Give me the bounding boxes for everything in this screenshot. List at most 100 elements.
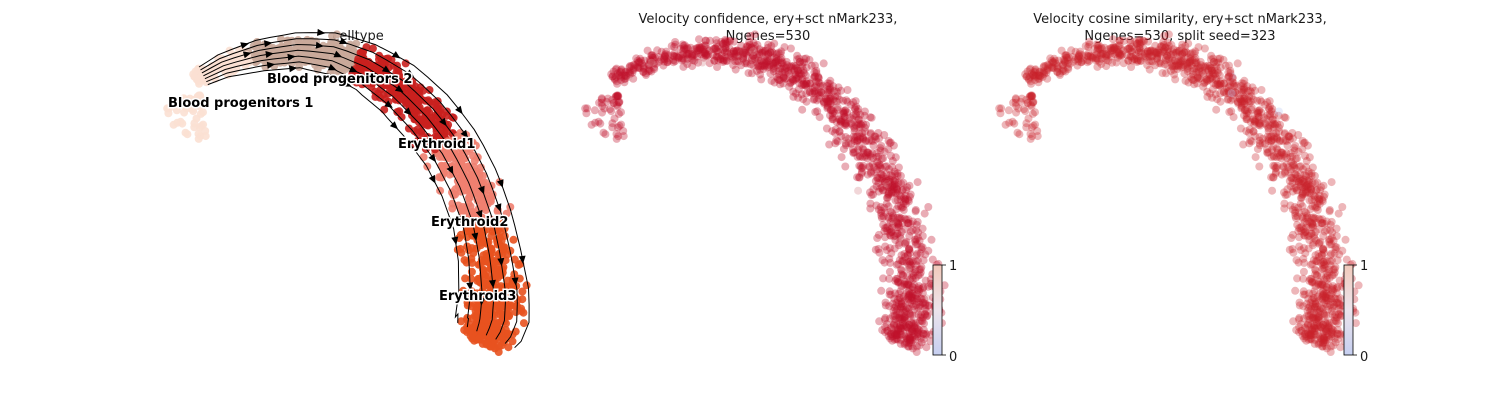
data-point xyxy=(503,250,512,259)
data-point xyxy=(849,145,857,154)
data-point xyxy=(1160,60,1169,69)
data-point xyxy=(1242,106,1251,115)
data-point xyxy=(1268,105,1277,113)
streamline-arrow xyxy=(315,41,324,49)
data-point xyxy=(633,56,642,65)
data-point xyxy=(842,141,850,150)
data-point xyxy=(670,42,679,51)
data-point xyxy=(509,235,518,244)
data-point xyxy=(189,70,198,79)
data-point xyxy=(647,58,656,67)
data-point xyxy=(1001,120,1010,129)
data-point xyxy=(737,61,745,70)
data-point xyxy=(911,240,920,249)
data-point xyxy=(920,209,929,218)
data-point xyxy=(464,320,473,329)
data-point xyxy=(911,273,920,282)
data-point xyxy=(1204,66,1213,75)
data-point xyxy=(642,71,650,79)
data-point xyxy=(1307,334,1316,343)
data-point xyxy=(889,306,898,315)
data-point xyxy=(813,89,822,98)
data-point xyxy=(795,79,804,88)
data-point xyxy=(1317,272,1326,281)
data-point xyxy=(878,177,887,185)
data-point xyxy=(470,163,479,172)
data-point xyxy=(1233,59,1242,68)
streamline-arrow xyxy=(287,53,296,61)
data-point xyxy=(856,162,865,171)
data-point xyxy=(197,97,206,106)
data-point xyxy=(1059,66,1068,75)
data-point xyxy=(854,186,863,195)
data-point xyxy=(437,142,446,151)
data-point xyxy=(739,50,748,59)
data-point xyxy=(164,109,173,118)
data-point xyxy=(770,78,779,87)
data-point xyxy=(837,153,846,162)
data-point xyxy=(1319,258,1328,266)
streamline-arrow xyxy=(444,141,453,151)
data-point xyxy=(908,296,917,305)
data-point xyxy=(880,227,889,236)
data-point xyxy=(607,107,616,116)
data-point xyxy=(1294,227,1303,236)
data-point xyxy=(645,66,654,75)
data-point xyxy=(1219,87,1228,96)
data-point xyxy=(1200,44,1209,53)
data-point xyxy=(771,58,780,66)
data-point xyxy=(436,105,445,113)
data-point xyxy=(884,214,893,223)
data-point xyxy=(1318,333,1327,342)
data-point xyxy=(900,279,909,288)
data-point xyxy=(905,328,914,337)
data-point xyxy=(377,79,386,88)
data-point xyxy=(1272,163,1281,172)
data-point xyxy=(1288,161,1297,170)
data-point xyxy=(878,256,887,265)
streamline-arrow xyxy=(391,51,401,59)
scatter-points xyxy=(995,30,1363,356)
data-point xyxy=(508,337,517,346)
streamline-arrow xyxy=(428,153,437,163)
streamline-arrow xyxy=(403,107,412,116)
data-point xyxy=(811,61,819,70)
data-point xyxy=(1171,75,1180,84)
data-point xyxy=(862,136,871,145)
data-point xyxy=(873,174,882,182)
data-point xyxy=(877,154,886,163)
data-point xyxy=(1334,209,1343,218)
data-point xyxy=(384,79,393,88)
data-point xyxy=(485,272,494,281)
data-point xyxy=(898,256,907,265)
data-point xyxy=(494,342,503,351)
data-point xyxy=(858,163,867,172)
data-point xyxy=(1302,163,1311,172)
data-point xyxy=(731,57,739,66)
streamline-arrow xyxy=(240,42,249,49)
data-point xyxy=(880,315,889,324)
data-point xyxy=(598,108,607,117)
data-point xyxy=(678,56,686,65)
streamline xyxy=(206,61,472,328)
cluster-label-blood-progenitors-2: Blood progenitors 2 xyxy=(267,72,412,87)
data-point xyxy=(1021,70,1030,79)
data-point xyxy=(462,147,471,156)
data-point xyxy=(839,96,848,105)
data-point xyxy=(921,250,930,259)
streamline-arrow xyxy=(446,165,454,175)
data-point xyxy=(859,119,868,128)
cluster-label-erythroid1: Erythroid1 xyxy=(398,137,475,152)
data-point xyxy=(460,326,469,335)
data-point xyxy=(1310,278,1319,287)
data-point xyxy=(639,62,648,71)
data-point xyxy=(596,119,605,128)
data-point xyxy=(920,310,929,318)
data-point xyxy=(425,86,434,94)
streamline-arrow xyxy=(389,121,398,130)
data-point xyxy=(582,109,591,118)
data-point xyxy=(897,299,906,308)
data-point xyxy=(498,334,507,343)
data-point xyxy=(608,72,617,81)
data-point xyxy=(904,342,913,351)
